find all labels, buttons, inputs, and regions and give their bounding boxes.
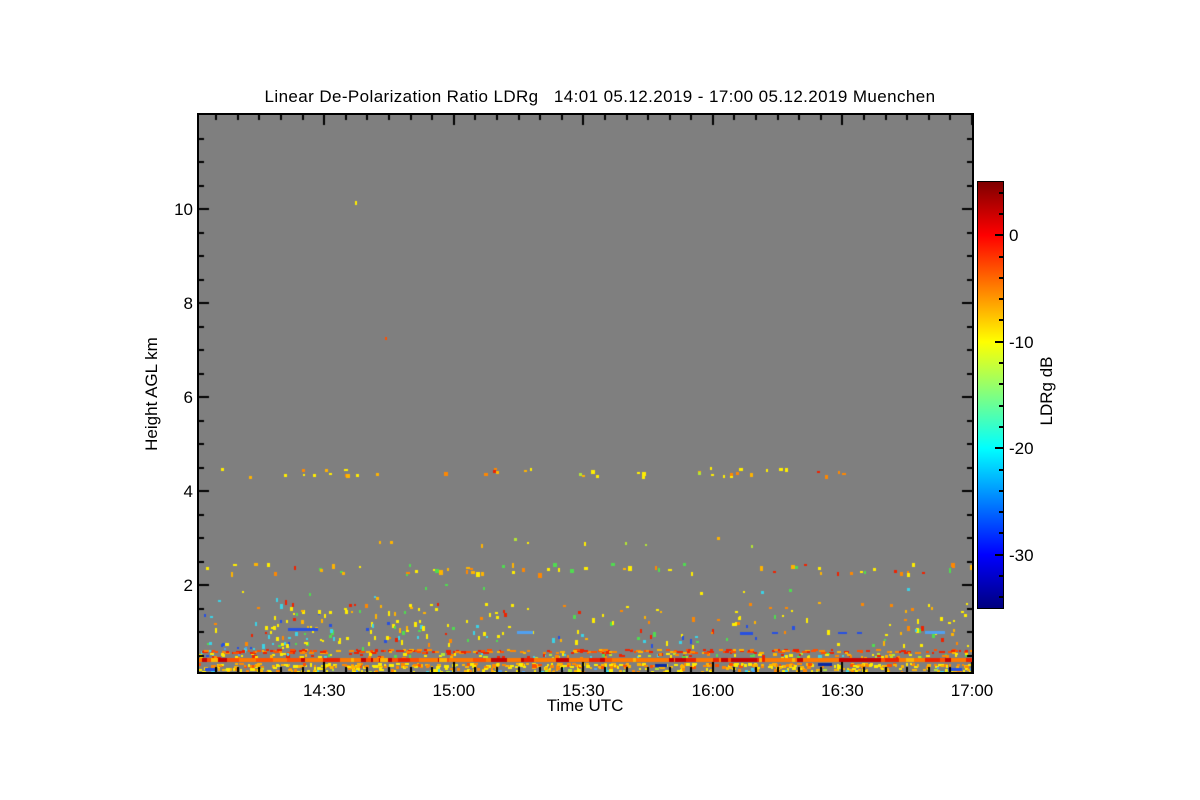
colorbar-tick [999, 404, 1003, 407]
colorbar-tick [999, 276, 1003, 279]
colorbar-gradient [978, 182, 1003, 608]
y-tick-label: 4 [183, 482, 193, 502]
colorbar-tick [999, 362, 1003, 365]
x-tick-label: 16:30 [821, 681, 864, 700]
y-tick-label: 8 [183, 294, 193, 314]
colorbar-tick [999, 596, 1003, 599]
colorbar-tick-label: 0 [1009, 226, 1019, 246]
y-tick-label: 6 [183, 388, 193, 408]
colorbar-tick-label: -20 [1009, 439, 1034, 459]
colorbar-tick [995, 340, 1003, 343]
colorbar [977, 181, 1004, 609]
colorbar-tick [999, 489, 1003, 492]
plot-area [197, 113, 974, 674]
colorbar-tick-label: -10 [1009, 332, 1034, 352]
colorbar-tick [999, 212, 1003, 215]
x-tick-label: 16:00 [691, 681, 735, 700]
colorbar-tick-label: -30 [1009, 545, 1034, 565]
colorbar-tick [999, 319, 1003, 322]
x-tick-label: 15:30 [562, 681, 605, 700]
colorbar-tick [999, 191, 1003, 194]
x-tick-label: 14:30 [302, 681, 346, 700]
colorbar-tick [999, 425, 1003, 428]
colorbar-tick [995, 447, 1003, 450]
colorbar-tick [999, 298, 1003, 301]
colorbar-tick [999, 575, 1003, 578]
colorbar-title: LDRg dB [1037, 356, 1056, 426]
ldr-heatmap-canvas [199, 115, 972, 672]
colorbar-tick [999, 468, 1003, 471]
colorbar-tick [999, 255, 1003, 258]
colorbar-tick [995, 234, 1003, 237]
colorbar-tick [999, 532, 1003, 535]
y-tick-label: 2 [183, 576, 193, 596]
colorbar-tick [999, 383, 1003, 386]
colorbar-tick [995, 553, 1003, 556]
colorbar-tick [999, 511, 1003, 514]
y-tick-label: 10 [174, 200, 193, 219]
x-axis-title: Time UTC [546, 696, 624, 715]
x-tick-label: 17:00 [950, 681, 994, 700]
plot-title: Linear De-Polarization Ratio LDRg 14:01 … [264, 87, 936, 106]
x-tick-label: 15:00 [432, 681, 476, 700]
